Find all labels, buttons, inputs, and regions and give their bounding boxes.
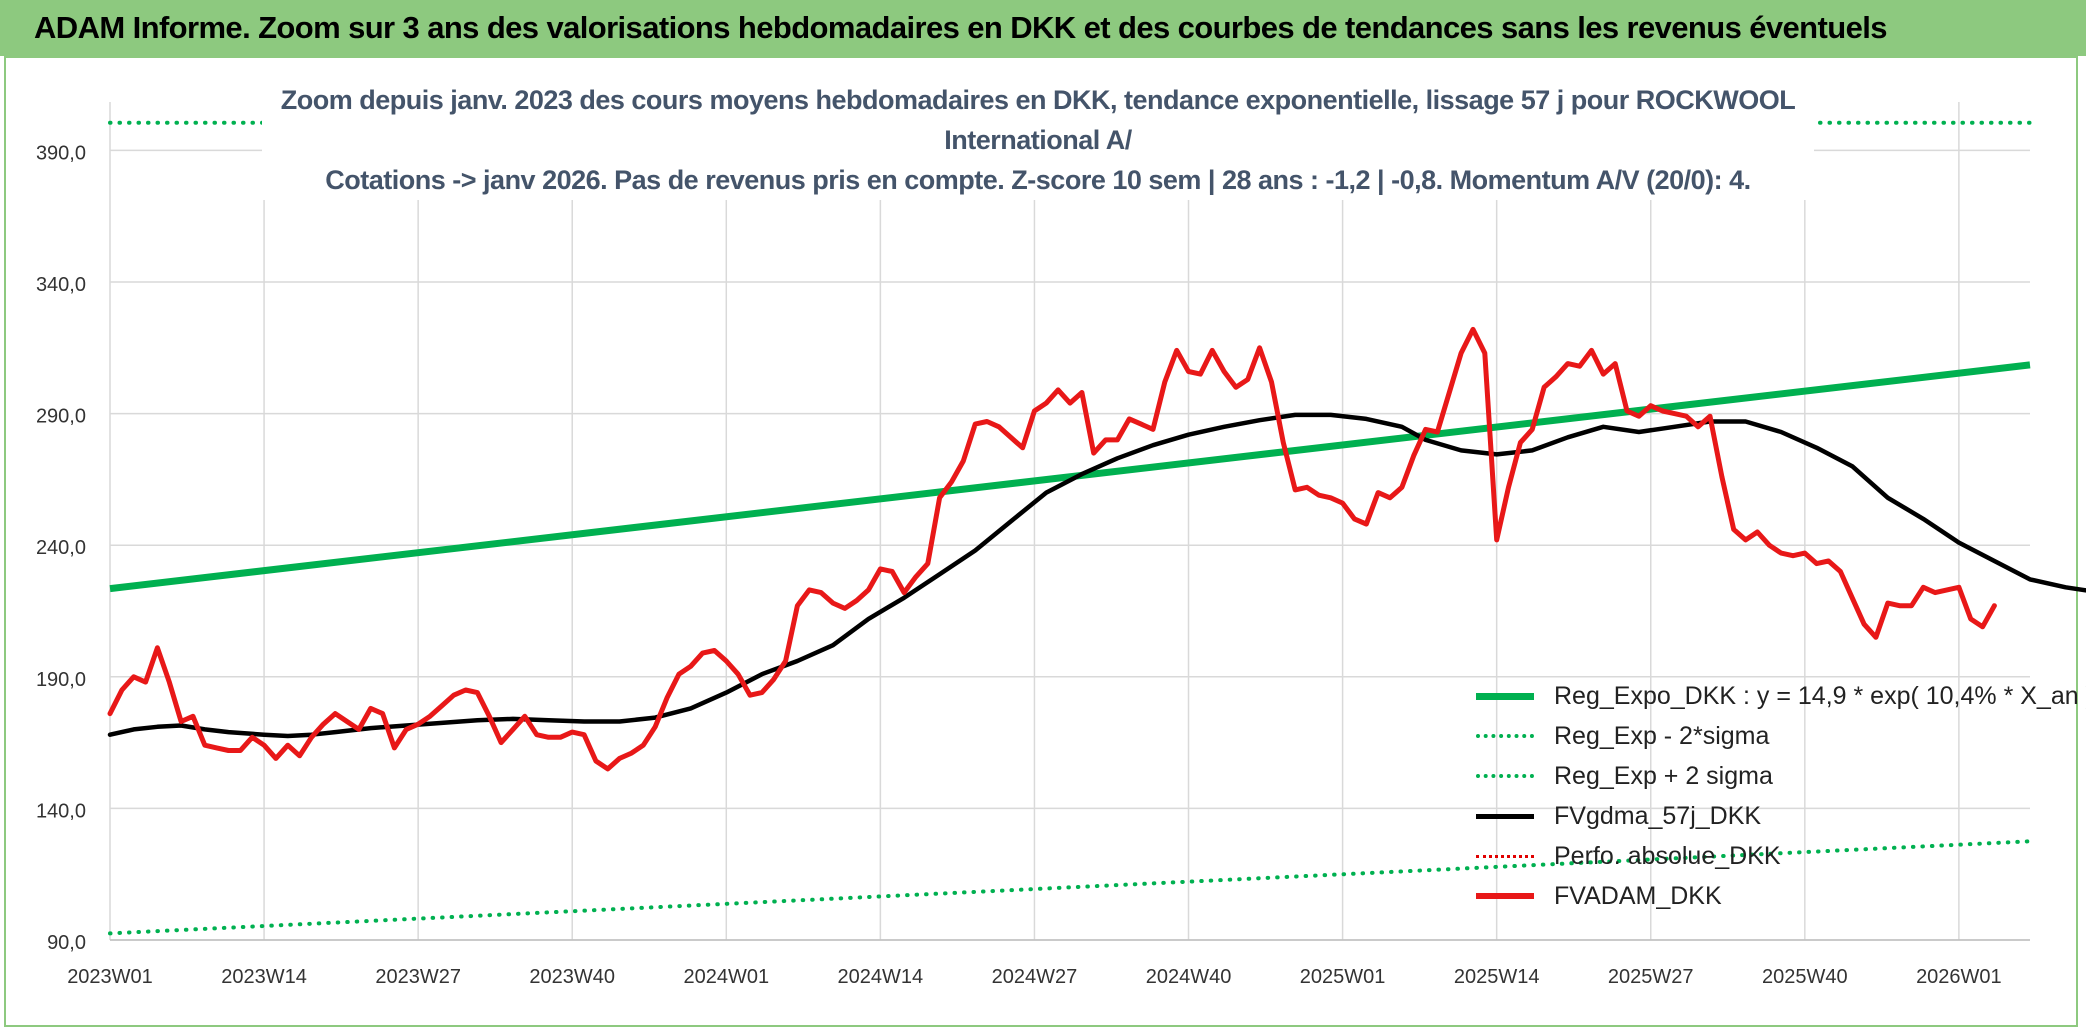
series-reg-exp-minus-line bbox=[108, 839, 2032, 936]
x-tick-label: 2025W27 bbox=[1608, 966, 1694, 988]
legend-entry-reg-exp-minus: Reg_Exp - 2*sigma bbox=[1476, 716, 2036, 756]
x-tick-label: 2025W01 bbox=[1300, 966, 1386, 988]
legend-swatch-fvadam bbox=[1476, 893, 1534, 899]
page-title-banner: ADAM Informe. Zoom sur 3 ans des valoris… bbox=[0, 0, 2086, 56]
y-tick-label: 390,0 bbox=[36, 142, 86, 164]
legend-entry-fvadam: FVADAM_DKK bbox=[1476, 876, 2036, 916]
x-tick-label: 2023W27 bbox=[375, 966, 461, 988]
legend-label-fvgdma: FVgdma_57j_DKK bbox=[1554, 801, 1762, 830]
x-tick-label: 2024W40 bbox=[1146, 966, 1232, 988]
y-tick-label: 140,0 bbox=[36, 800, 86, 822]
legend-entry-fvgdma: FVgdma_57j_DKK bbox=[1476, 796, 2036, 836]
y-tick-label: 190,0 bbox=[36, 669, 86, 691]
legend-label-perfo: Perfo. absolue_DKK bbox=[1554, 841, 1781, 870]
legend-label-reg-expo: Reg_Expo_DKK : y = 14,9 * exp( 10,4% * X… bbox=[1554, 681, 2086, 710]
chart-subtitle-line-1: Zoom depuis janv. 2023 des cours moyens … bbox=[280, 85, 1796, 155]
x-tick-label: 2025W14 bbox=[1454, 966, 1540, 988]
x-tick-label: 2025W40 bbox=[1762, 966, 1848, 988]
x-tick-label: 2024W01 bbox=[683, 966, 769, 988]
chart-subtitle: Zoom depuis janv. 2023 des cours moyens … bbox=[262, 80, 1814, 200]
legend-entry-reg-exp-plus: Reg_Exp + 2 sigma bbox=[1476, 756, 2036, 796]
chart-subtitle-line-2: Cotations -> janv 2026. Pas de revenus p… bbox=[325, 165, 1751, 195]
x-tick-label: 2023W01 bbox=[67, 966, 153, 988]
x-tick-label: 2026W01 bbox=[1916, 966, 2002, 988]
axis-labels: 90,0 140,0 190,0 240,0 290,0 340,0 390,0 2023W0… bbox=[36, 142, 2002, 988]
x-tick-label: 2023W40 bbox=[529, 966, 615, 988]
legend-swatch-reg-expo bbox=[1476, 692, 1534, 700]
x-tick-label: 2023W14 bbox=[221, 966, 307, 988]
page-title: ADAM Informe. Zoom sur 3 ans des valoris… bbox=[34, 10, 1887, 45]
legend-entry-perfo: Perfo. absolue_DKK bbox=[1476, 836, 2036, 876]
series-fvgdma-line bbox=[107, 412, 2086, 739]
legend-swatch-reg-exp-minus bbox=[1476, 734, 1534, 738]
y-tick-label: 240,0 bbox=[36, 537, 86, 559]
legend-label-fvadam: FVADAM_DKK bbox=[1554, 881, 1722, 910]
chart-frame bbox=[4, 56, 2078, 1027]
y-tick-label: 340,0 bbox=[36, 274, 86, 296]
legend-swatch-reg-exp-plus bbox=[1476, 774, 1534, 778]
y-tick-label: 90,0 bbox=[47, 932, 86, 954]
series-reg-expo-line bbox=[109, 361, 2031, 593]
chart-legend: Reg_Expo_DKK : y = 14,9 * exp( 10,4% * X… bbox=[1476, 676, 2086, 916]
legend-entry-reg-expo: Reg_Expo_DKK : y = 14,9 * exp( 10,4% * X… bbox=[1476, 676, 2086, 716]
legend-label-reg-exp-minus: Reg_Exp - 2*sigma bbox=[1554, 721, 1770, 750]
x-tick-label: 2024W27 bbox=[992, 966, 1078, 988]
legend-label-reg-exp-plus: Reg_Exp + 2 sigma bbox=[1554, 761, 1773, 790]
y-tick-label: 290,0 bbox=[36, 406, 86, 428]
x-tick-label: 2024W14 bbox=[838, 966, 924, 988]
legend-swatch-fvgdma bbox=[1476, 813, 1534, 819]
series-fvadam-line bbox=[107, 326, 1997, 772]
legend-swatch-perfo bbox=[1476, 854, 1534, 858]
